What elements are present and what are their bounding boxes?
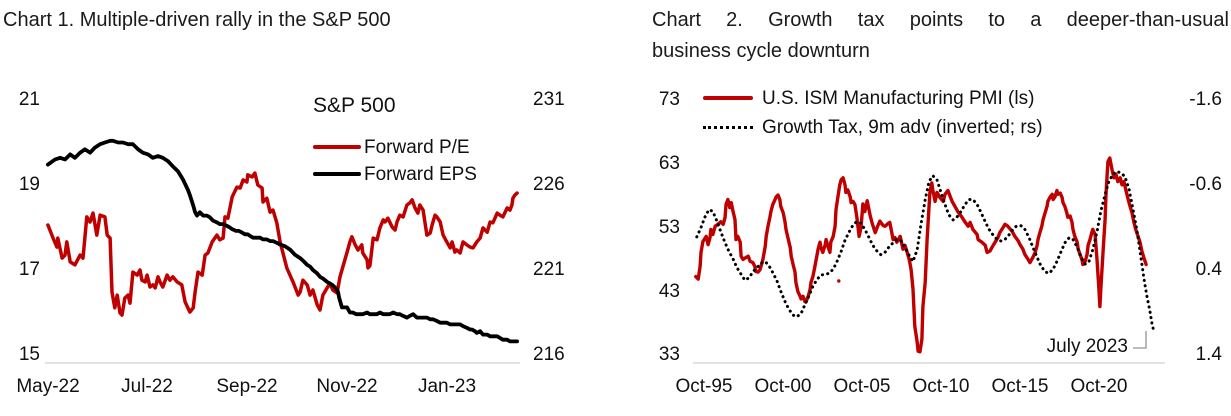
chart1-legend-swatch-forward-pe: [313, 145, 361, 149]
chart2-x-tick: Oct-00: [754, 376, 812, 397]
chart2-legend-swatch-growth-tax: [703, 126, 753, 129]
chart1-yright-tick: 221: [533, 259, 565, 280]
chart1-legend-title: S&P 500: [313, 94, 396, 117]
chart2-title-line1: Chart 2. Growth tax points to a deeper-t…: [652, 9, 1229, 31]
chart2-yright-tick: -1.6: [1189, 89, 1222, 110]
chart2-legend-label-ism: U.S. ISM Manufacturing PMI (ls): [762, 88, 1035, 109]
chart2-x-tick: Oct-20: [1070, 376, 1128, 397]
chart1-x-tick: Jul-22: [121, 376, 173, 397]
chart2-yleft-tick: 33: [658, 344, 680, 365]
chart1-x-tick: Sep-22: [216, 376, 278, 397]
chart1-yleft-tick: 19: [18, 174, 40, 195]
chart1-yleft-tick: 21: [18, 89, 40, 110]
chart2-legend-swatch-ism: [703, 96, 753, 100]
chart2-x-tick: Oct-05: [833, 376, 891, 397]
chart1-yright-tick: 226: [533, 174, 565, 195]
chart1-yright-tick: 216: [533, 344, 565, 365]
chart1-legend-swatch-forward-eps: [313, 172, 361, 176]
chart2-legend-label-growth-tax: Growth Tax, 9m adv (inverted; rs): [762, 117, 1043, 138]
chart2-title: Chart 2. Growth tax points to a deeper-t…: [652, 5, 1229, 67]
chart2-yleft-tick: 43: [658, 281, 680, 302]
chart1-legend-label-forward-pe: Forward P/E: [364, 137, 470, 158]
chart2-x-tick: Oct-15: [991, 376, 1049, 397]
chart2-title-line2: business cycle downturn: [652, 40, 870, 62]
chart2-yleft-tick: 73: [658, 89, 680, 110]
chart1-x-tick: Nov-22: [316, 376, 378, 397]
chart2-plot-area: [693, 156, 1165, 364]
chart2-annotation-july-2023: July 2023: [1046, 336, 1128, 357]
chart2-yleft-tick: 63: [658, 153, 680, 174]
chart2-yright-tick: 0.4: [1195, 259, 1222, 280]
chart2-yleft-tick: 53: [658, 217, 680, 238]
chart1-yleft-tick: 15: [18, 344, 40, 365]
chart1-legend-label-forward-eps: Forward EPS: [364, 164, 477, 185]
chart2-yright-tick: 1.4: [1195, 344, 1222, 365]
chart1-title: Chart 1. Multiple-driven rally in the S&…: [3, 9, 391, 31]
chart2-x-tick: Oct-10: [912, 376, 970, 397]
chart1-plot-area: [45, 138, 520, 364]
chart1-x-tick: May-22: [16, 376, 80, 397]
chart1-yleft-tick: 17: [18, 259, 40, 280]
chart1-x-tick: Jan-23: [417, 376, 477, 397]
chart1-yright-tick: 231: [533, 89, 565, 110]
chart2-x-tick: Oct-95: [675, 376, 733, 397]
chart2-yright-tick: -0.6: [1189, 174, 1222, 195]
